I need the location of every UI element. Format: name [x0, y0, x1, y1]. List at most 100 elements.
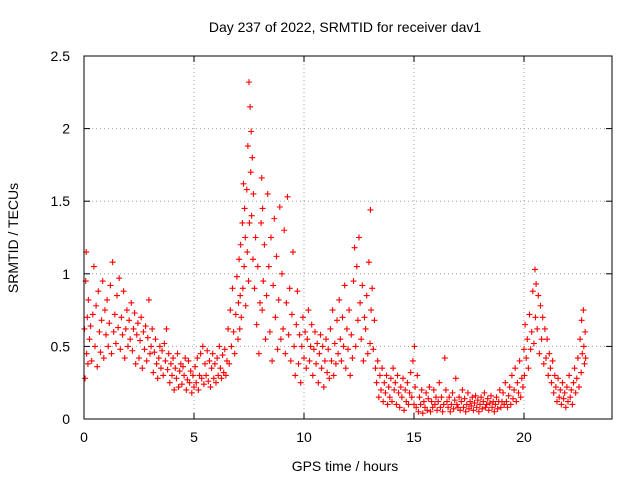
data-point — [397, 384, 404, 391]
data-point — [383, 372, 390, 379]
data-point — [237, 292, 244, 299]
data-point — [314, 340, 321, 347]
data-point — [500, 389, 507, 396]
data-point — [503, 398, 510, 405]
data-point — [485, 407, 492, 414]
data-point — [452, 375, 459, 382]
data-point — [464, 389, 471, 396]
data-point — [412, 384, 419, 391]
data-point — [545, 372, 552, 379]
data-point — [264, 190, 271, 197]
data-point — [246, 219, 253, 226]
data-point — [122, 325, 129, 332]
data-point — [378, 386, 384, 393]
data-point — [368, 307, 375, 314]
data-point — [228, 343, 235, 350]
data-point — [508, 372, 515, 379]
data-point — [552, 384, 559, 391]
data-point — [486, 400, 493, 407]
data-point — [206, 357, 213, 364]
data-point — [489, 404, 496, 411]
data-point — [350, 278, 357, 285]
data-point — [477, 401, 483, 408]
data-point — [446, 394, 453, 401]
data-point — [515, 389, 522, 396]
data-point — [273, 253, 280, 260]
data-point — [483, 401, 490, 408]
data-point — [561, 389, 568, 396]
data-point — [106, 320, 113, 327]
data-point — [85, 296, 92, 303]
data-point — [581, 360, 588, 367]
data-point — [239, 219, 246, 226]
data-point — [291, 343, 298, 350]
data-point — [142, 323, 149, 330]
data-point — [109, 259, 116, 266]
data-point — [400, 375, 406, 382]
y-tick-label: 0.5 — [51, 338, 71, 354]
data-point — [285, 331, 292, 338]
data-point — [447, 408, 454, 415]
data-point — [165, 350, 172, 357]
data-point — [576, 384, 582, 391]
data-point — [555, 375, 562, 382]
data-point — [459, 386, 466, 393]
data-point — [241, 263, 248, 270]
x-axis-label: GPS time / hours — [292, 458, 399, 474]
data-point — [392, 379, 399, 386]
data-point — [326, 375, 333, 382]
data-point — [373, 379, 380, 386]
data-point — [156, 343, 163, 350]
data-point — [554, 398, 560, 405]
data-point — [484, 395, 491, 402]
data-point — [169, 372, 175, 379]
data-point — [504, 404, 511, 411]
data-point — [346, 307, 353, 314]
data-point — [353, 263, 360, 270]
data-point — [379, 365, 386, 372]
data-point — [111, 311, 118, 318]
data-point — [232, 311, 239, 318]
data-point — [572, 389, 579, 396]
data-point — [131, 310, 138, 317]
data-point — [352, 343, 359, 350]
data-point — [174, 350, 181, 357]
data-point — [189, 372, 196, 379]
data-point — [420, 398, 427, 405]
data-point — [160, 372, 167, 379]
data-point — [103, 331, 109, 338]
data-point — [416, 394, 423, 401]
data-point — [513, 398, 520, 405]
data-point — [523, 355, 530, 362]
data-point — [323, 336, 329, 343]
data-point — [365, 259, 372, 266]
data-point — [204, 347, 211, 354]
data-point — [556, 394, 563, 401]
data-point — [252, 234, 259, 241]
data-point — [573, 375, 580, 382]
data-point — [470, 407, 477, 414]
data-point — [417, 401, 424, 408]
data-point — [482, 404, 489, 411]
data-point — [537, 302, 544, 309]
data-point — [457, 407, 464, 414]
data-point — [100, 355, 107, 362]
data-point — [497, 404, 504, 411]
data-point — [474, 397, 481, 404]
data-point — [217, 365, 224, 372]
data-point — [472, 392, 479, 399]
data-point — [133, 331, 140, 338]
data-point — [364, 350, 371, 357]
data-point — [296, 331, 303, 338]
data-point — [548, 379, 555, 386]
data-point — [582, 328, 589, 335]
data-point — [275, 296, 282, 303]
data-point — [341, 282, 348, 289]
data-point — [524, 336, 531, 343]
data-point — [360, 357, 367, 364]
data-point — [550, 389, 557, 396]
data-point — [127, 336, 134, 343]
data-point — [419, 410, 426, 417]
data-point — [408, 394, 415, 401]
